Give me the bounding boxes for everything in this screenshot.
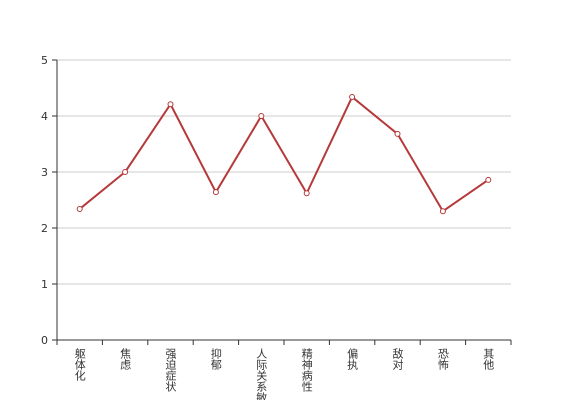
y-tick-label: 1 — [41, 278, 48, 291]
y-tick-label: 2 — [41, 222, 48, 235]
x-tick-label: 其他 — [482, 348, 495, 370]
point — [167, 101, 174, 108]
point — [212, 189, 219, 196]
y-tick-label: 5 — [41, 54, 48, 67]
y-tick-label: 0 — [41, 334, 48, 347]
x-tick-label: 焦虑 — [119, 348, 132, 370]
x-tick-label: 躯体化 — [73, 348, 86, 382]
x-tick-label: 强迫症状 — [164, 348, 177, 392]
y-tick-label: 4 — [41, 110, 48, 123]
point — [349, 93, 356, 100]
x-tick-label: 偏执 — [346, 347, 359, 371]
point — [122, 169, 129, 175]
x-tick-label: 精神病性 — [300, 348, 313, 393]
x-tick-label: 抑郁 — [209, 347, 222, 370]
point — [439, 208, 446, 215]
line — [79, 95, 489, 213]
x-tick-label: 敌对 — [391, 347, 404, 370]
point — [485, 176, 492, 183]
x-tick-label: 人际关系敏感 — [255, 348, 268, 400]
x-tick-label: 恐怖 — [436, 348, 449, 370]
point — [303, 190, 310, 197]
point — [394, 130, 401, 137]
y-tick-label: 3 — [41, 166, 48, 179]
point — [76, 205, 83, 212]
point — [258, 113, 265, 119]
